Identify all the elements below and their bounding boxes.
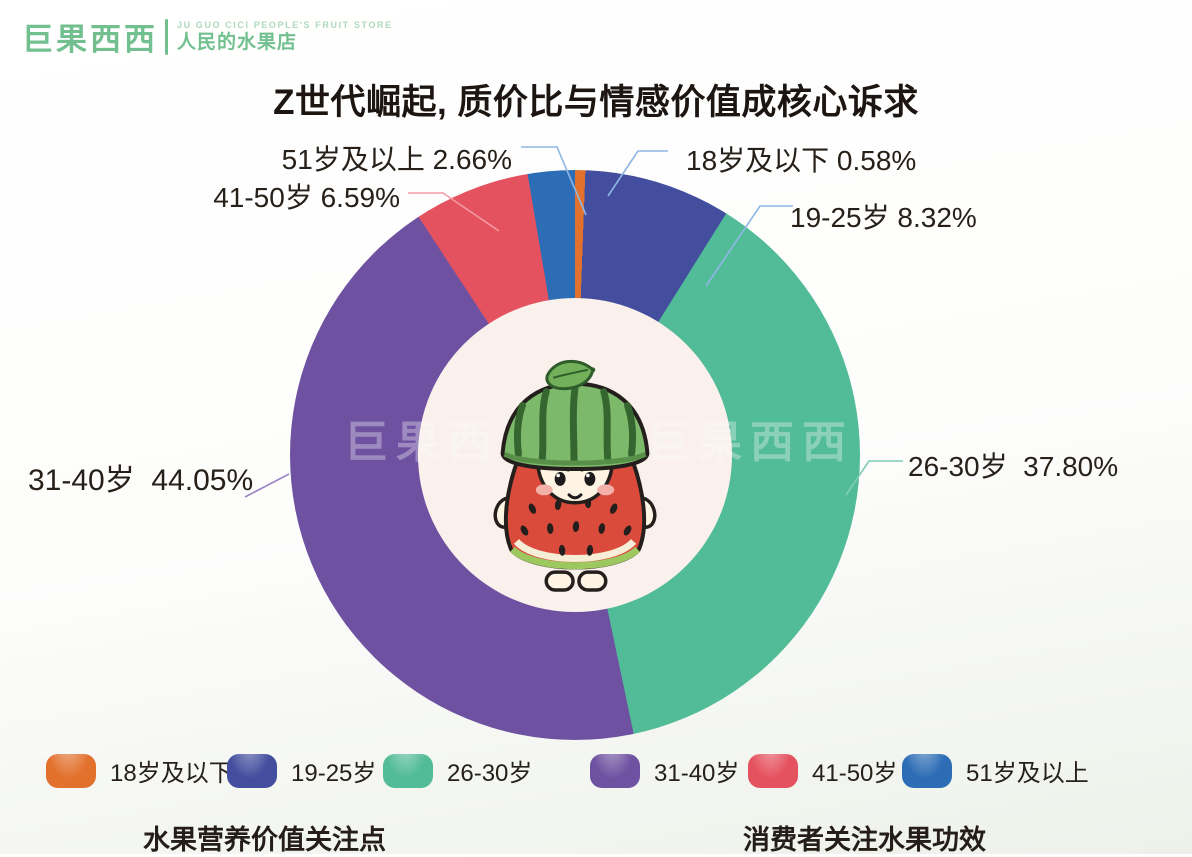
callout-18-and-under: 18岁及以下 0.58% (686, 145, 917, 176)
legend-swatch (590, 753, 640, 788)
legend-label: 41-50岁 (812, 760, 898, 787)
legend-swatch (748, 753, 798, 788)
callout-31-40: 31-40岁 44.05% (28, 464, 254, 497)
legend-item-41-50: 41-50岁 (748, 753, 897, 788)
logo-divider (165, 18, 168, 55)
callout-41-50: 41-50岁 6.59% (213, 182, 400, 213)
legend-label: 19-25岁 (291, 760, 377, 787)
legend-label: 18岁及以下 (110, 760, 233, 787)
legend-item-18-and-under: 18岁及以下 (46, 753, 233, 788)
page-title: Z世代崛起, 质价比与情感价值成核心诉求 (273, 83, 919, 122)
legend-label: 51岁及以上 (966, 760, 1089, 787)
legend-swatch (46, 753, 96, 788)
legend-swatch (227, 753, 277, 788)
legend-label: 26-30岁 (447, 760, 533, 787)
watermelon-mascot-illustration (493, 359, 657, 592)
legend-item-19-25: 19-25岁 (227, 753, 376, 788)
brand-logo: 巨果西西 JU GUO CICI PEOPLE'S FRUIT STORE 人民… (22, 14, 393, 59)
brand-name: 巨果西西 (22, 22, 158, 57)
legend-swatch (383, 753, 433, 788)
legend-label: 31-40岁 (654, 760, 740, 787)
caption-nutrition-focus: 水果营养价值关注点 (143, 825, 386, 855)
legend-swatch (902, 753, 952, 788)
brand-tagline-cn: 人民的水果店 (177, 31, 298, 53)
brand-tagline-en: JU GUO CICI PEOPLE'S FRUIT STORE (177, 19, 393, 30)
legend-item-31-40: 31-40岁 (590, 753, 739, 788)
callout-19-25: 19-25岁 8.32% (790, 202, 977, 233)
legend-item-26-30: 26-30岁 (383, 753, 532, 788)
hat-stripes (514, 384, 636, 466)
callout-26-30: 26-30岁 37.80% (908, 451, 1119, 482)
legend-item-51-and-over: 51岁及以上 (902, 753, 1089, 788)
callout-51-and-over: 51岁及以上 2.66% (281, 144, 512, 175)
caption-consumer-efficacy: 消费者关注水果功效 (743, 825, 986, 855)
